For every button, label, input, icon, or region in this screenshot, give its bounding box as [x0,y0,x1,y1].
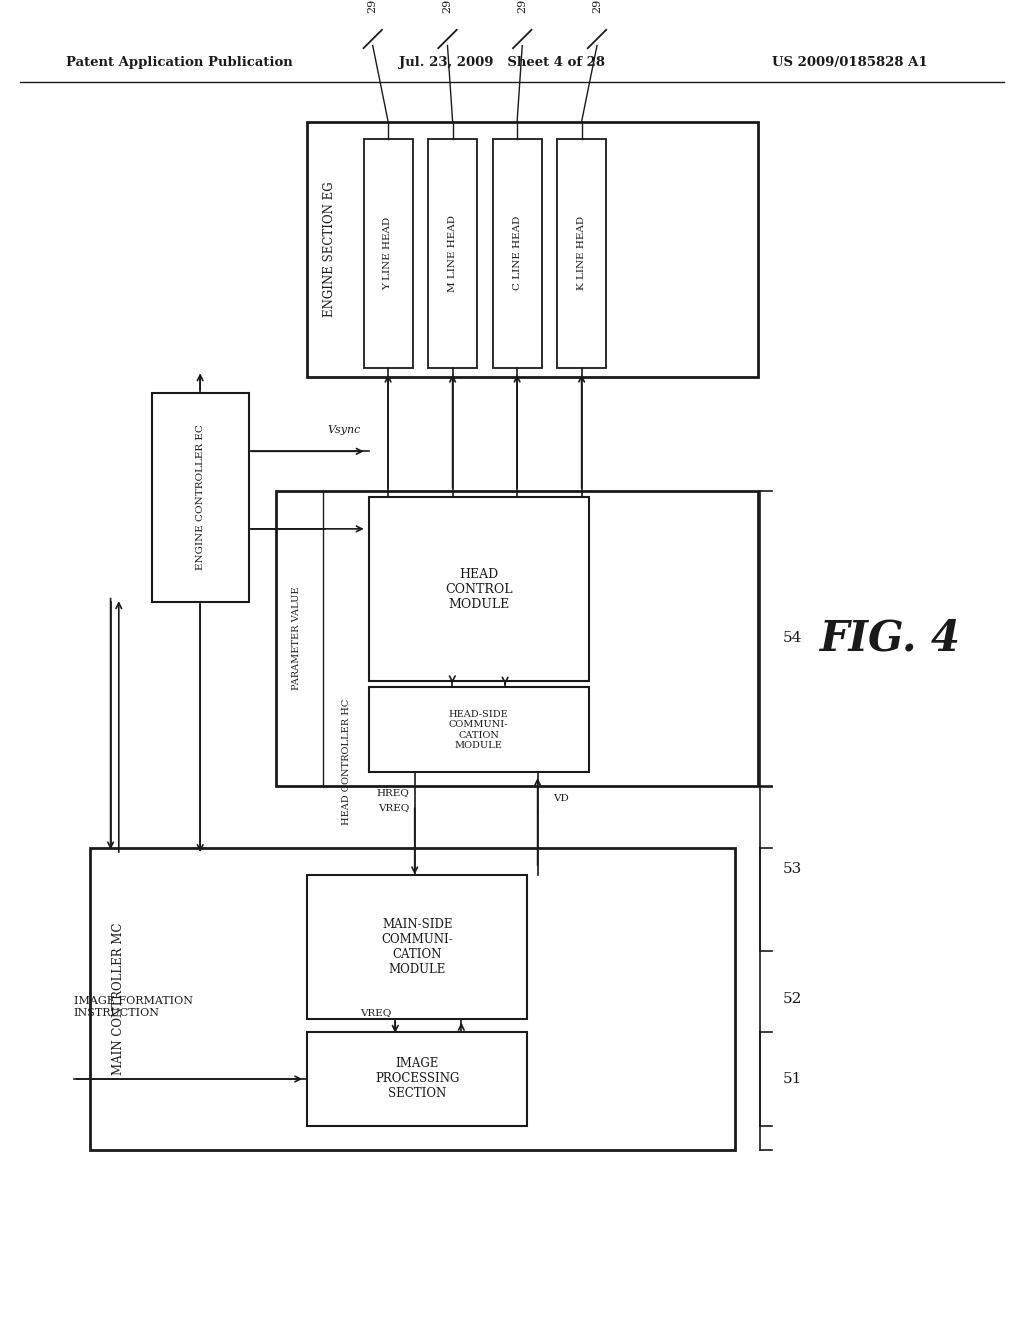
Bar [369,498,589,681]
Text: 53: 53 [782,862,802,875]
Text: Jul. 23, 2009   Sheet 4 of 28: Jul. 23, 2009 Sheet 4 of 28 [398,55,605,69]
Text: 29: 29 [517,0,527,13]
Bar [307,1032,527,1126]
Text: 29: 29 [442,0,453,13]
Text: MAIN CONTROLLER MC: MAIN CONTROLLER MC [113,923,125,1076]
Bar [152,392,249,602]
Bar [90,849,735,1150]
Bar [307,875,527,1019]
Text: MAIN-SIDE
COMMUNI-
CATION
MODULE: MAIN-SIDE COMMUNI- CATION MODULE [381,917,454,975]
Bar [276,491,758,785]
Text: Y LINE HEAD: Y LINE HEAD [384,216,392,290]
Text: C LINE HEAD: C LINE HEAD [513,216,521,290]
Text: 29: 29 [592,0,602,13]
Text: IMAGE FORMATION
INSTRUCTION: IMAGE FORMATION INSTRUCTION [74,997,193,1018]
Text: VREQ: VREQ [359,1007,391,1016]
Bar [369,688,589,772]
Text: Vsync: Vsync [328,425,361,436]
Text: K LINE HEAD: K LINE HEAD [578,216,586,290]
Text: HREQ: HREQ [377,788,410,797]
Bar [557,139,606,368]
Text: 29: 29 [368,0,378,13]
Text: IMAGE
PROCESSING
SECTION: IMAGE PROCESSING SECTION [375,1057,460,1101]
Text: PARAMETER VALUE: PARAMETER VALUE [293,586,301,690]
Bar [364,139,413,368]
Text: ENGINE CONTROLLER EC: ENGINE CONTROLLER EC [196,425,205,570]
Text: Patent Application Publication: Patent Application Publication [66,55,293,69]
Text: ENGINE SECTION EG: ENGINE SECTION EG [324,181,336,317]
Text: 52: 52 [782,993,802,1006]
Text: HEAD-SIDE
COMMUNI-
CATION
MODULE: HEAD-SIDE COMMUNI- CATION MODULE [449,710,509,750]
Text: US 2009/0185828 A1: US 2009/0185828 A1 [772,55,928,69]
Text: VREQ: VREQ [378,804,410,812]
Text: 51: 51 [782,1072,802,1086]
Text: HEAD
CONTROL
MODULE: HEAD CONTROL MODULE [445,568,512,611]
Text: FIG. 4: FIG. 4 [820,618,962,660]
Bar [428,139,477,368]
Bar [493,139,542,368]
Text: 54: 54 [782,631,802,645]
Bar [307,121,758,378]
Text: M LINE HEAD: M LINE HEAD [449,215,457,292]
Text: VD: VD [553,795,568,803]
Text: HEAD CONTROLLER HC: HEAD CONTROLLER HC [342,698,350,825]
